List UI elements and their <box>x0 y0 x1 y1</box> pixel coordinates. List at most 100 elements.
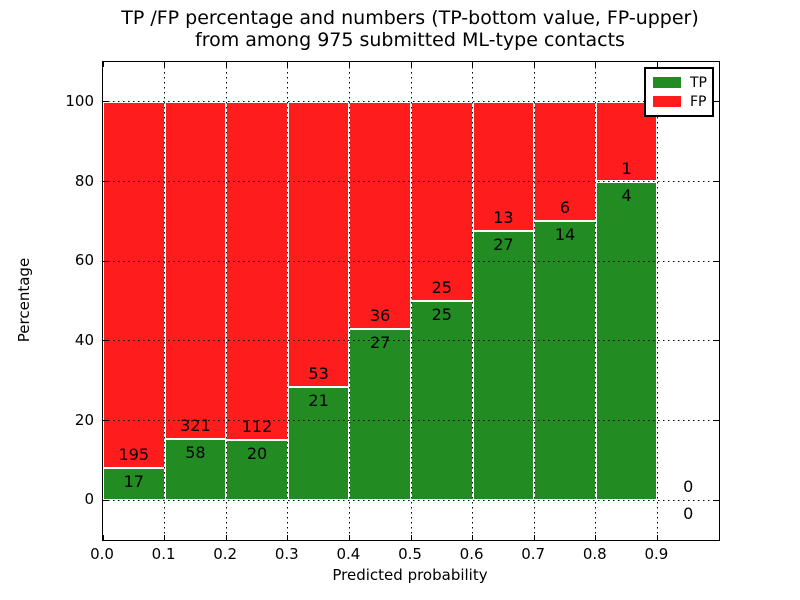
x-tick-label: 0.4 <box>336 545 361 563</box>
fp-count-label: 112 <box>241 416 273 436</box>
fp-count-label: 53 <box>308 364 329 384</box>
tp-count-label: 21 <box>308 391 329 411</box>
v-gridline <box>472 62 474 540</box>
x-tick-mark <box>287 535 289 540</box>
fp-count-label: 6 <box>559 198 571 218</box>
y-tick-label: 40 <box>74 330 94 349</box>
x-tick-label: 0.2 <box>213 545 238 563</box>
tp-count-label: 27 <box>370 333 391 353</box>
v-gridline <box>348 62 350 540</box>
x-tick-label: 0.6 <box>459 545 484 563</box>
x-tick-label: 0.1 <box>151 545 176 563</box>
tp-count-label: 14 <box>554 225 576 245</box>
tp-count-label: 58 <box>185 443 206 463</box>
fp-legend-swatch <box>653 96 681 107</box>
fp-count-label: 36 <box>370 306 391 326</box>
x-tick-mark <box>102 535 104 540</box>
v-gridline <box>410 62 412 540</box>
fp-count-label: 13 <box>493 208 514 228</box>
v-gridline <box>164 62 166 540</box>
legend-item: TP <box>653 73 712 92</box>
legend-item: FP <box>653 92 712 111</box>
x-tick-mark <box>533 535 535 540</box>
annotations-layer: 195 17 321 58 112 20 53 21 36 27 25 25 13 27 6 14 1 4 0 0 <box>103 62 719 540</box>
v-gridline <box>595 62 597 540</box>
y-tick-mark <box>714 420 719 421</box>
x-tick-label: 0.3 <box>274 545 299 563</box>
tp-bar-segment <box>349 329 411 501</box>
fp-count-label: 0 <box>683 477 694 497</box>
tp-legend-swatch <box>653 77 681 88</box>
x-tick-mark <box>348 62 350 67</box>
fp-count-label: 1 <box>621 158 632 178</box>
ticks-layer <box>102 62 719 540</box>
y-tick-label: 80 <box>74 171 94 190</box>
tp-count-label: 25 <box>431 305 452 324</box>
y-tick-mark <box>714 340 719 342</box>
chart-title-line1: TP /FP percentage and numbers (TP-bottom… <box>121 7 699 29</box>
x-tick-mark <box>595 62 597 67</box>
x-tick-mark <box>102 62 104 67</box>
y-tick-mark <box>103 420 108 421</box>
x-tick-mark <box>348 535 350 540</box>
legend: TP FP <box>644 67 714 117</box>
tp-bar-segment <box>226 439 288 501</box>
y-tick-mark <box>103 340 108 342</box>
x-tick-mark <box>410 62 412 67</box>
y-tick-mark <box>103 101 108 103</box>
v-gridline <box>287 62 289 540</box>
fp-count-label: 195 <box>118 445 150 465</box>
fp-count-label: 321 <box>180 416 211 436</box>
x-tick-label: 0.9 <box>644 545 669 563</box>
tp-bar-segment <box>103 468 165 501</box>
x-tick-label: 0.0 <box>90 545 114 563</box>
x-tick-label: 0.8 <box>582 545 607 563</box>
y-tick-label: 100 <box>65 91 94 110</box>
x-tick-label: 0.5 <box>398 545 422 563</box>
tp-count-label: 20 <box>246 443 268 463</box>
y-tick-mark <box>714 260 719 262</box>
y-tick-mark <box>103 260 108 262</box>
v-gridline <box>225 62 227 540</box>
y-tick-mark <box>714 101 719 103</box>
tp-bar-segment <box>411 301 473 501</box>
v-gridline <box>656 62 658 540</box>
tp-count-label: 27 <box>493 235 514 255</box>
legend-item-label: FP <box>690 93 707 110</box>
chart-title-line2: from among 975 submitted ML-type contact… <box>195 29 625 51</box>
x-tick-mark <box>595 535 597 540</box>
tp-bar-segment <box>287 387 350 501</box>
x-tick-label: 0.7 <box>521 545 546 563</box>
bars-layer <box>103 62 719 540</box>
y-tick-label: 60 <box>74 251 94 270</box>
x-axis-label: Predicted probability <box>332 566 488 584</box>
y-tick-mark <box>714 181 719 182</box>
y-axis-label: Percentage <box>15 257 33 343</box>
legend-item-label: TP <box>690 74 707 91</box>
x-tick-mark <box>656 535 658 540</box>
y-tick-mark <box>714 499 719 501</box>
tp-count-label: 17 <box>123 472 144 492</box>
fp-bar-segment <box>103 101 165 469</box>
plot-area: 195 17 321 58 112 20 53 21 36 27 25 25 13 27 6 14 1 4 0 0 T… <box>102 61 720 541</box>
tp-count-label: 0 <box>683 504 694 524</box>
tp-count-label: 4 <box>621 185 632 205</box>
v-gridline <box>533 62 535 540</box>
tp-bar-segment <box>534 221 596 501</box>
grid-layer <box>103 62 719 540</box>
x-tick-mark <box>287 62 289 67</box>
chart-title: TP /FP percentage and numbers (TP-bottom… <box>102 7 718 51</box>
x-tick-mark <box>656 62 658 67</box>
x-tick-mark <box>164 62 166 67</box>
x-tick-mark <box>164 535 166 540</box>
y-tick-label: 0 <box>84 490 94 509</box>
y-tick-mark <box>103 499 108 501</box>
y-tick-label: 20 <box>74 410 94 429</box>
fp-count-label: 25 <box>431 278 452 297</box>
x-tick-mark <box>410 535 412 540</box>
x-tick-mark <box>472 62 474 67</box>
x-tick-mark <box>225 535 227 540</box>
y-tick-mark <box>103 181 108 182</box>
x-tick-mark <box>533 62 535 67</box>
